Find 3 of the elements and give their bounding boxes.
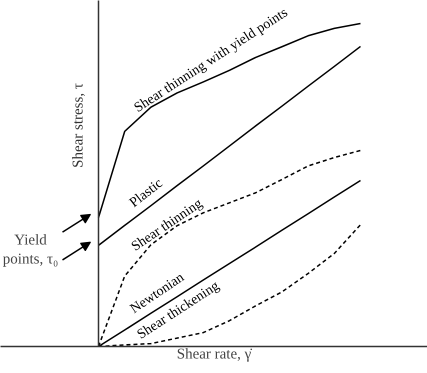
y-axis-title: Shear stress, τ xyxy=(70,83,86,168)
x-axis-title: Shear rate, γ̇ xyxy=(176,346,252,362)
text: Yield points, τ₀ xyxy=(2,232,58,268)
